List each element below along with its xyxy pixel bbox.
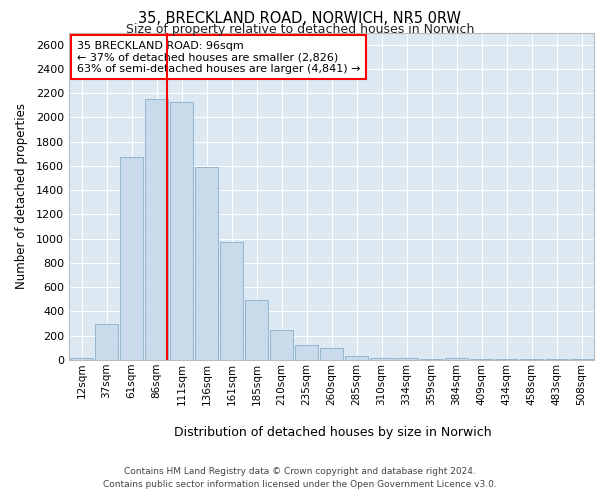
Bar: [70, 358, 93, 360]
Bar: [370, 358, 393, 360]
Bar: [145, 98, 168, 360]
Bar: [245, 300, 268, 360]
Text: 35, BRECKLAND ROAD, NORWICH, NR5 0RW: 35, BRECKLAND ROAD, NORWICH, NR5 0RW: [139, 11, 461, 26]
Bar: [270, 330, 293, 360]
Bar: [445, 358, 468, 360]
Text: Contains HM Land Registry data © Crown copyright and database right 2024.
Contai: Contains HM Land Registry data © Crown c…: [103, 468, 497, 489]
Text: Distribution of detached houses by size in Norwich: Distribution of detached houses by size …: [174, 426, 492, 439]
Bar: [170, 102, 193, 360]
Bar: [120, 158, 143, 360]
Bar: [220, 242, 243, 360]
Bar: [320, 348, 343, 360]
Bar: [195, 166, 218, 360]
Bar: [345, 356, 368, 360]
Text: Size of property relative to detached houses in Norwich: Size of property relative to detached ho…: [126, 22, 474, 36]
Bar: [95, 324, 118, 360]
Bar: [295, 345, 318, 360]
Bar: [395, 358, 418, 360]
Text: 35 BRECKLAND ROAD: 96sqm
← 37% of detached houses are smaller (2,826)
63% of sem: 35 BRECKLAND ROAD: 96sqm ← 37% of detach…: [77, 40, 361, 74]
Y-axis label: Number of detached properties: Number of detached properties: [14, 104, 28, 289]
